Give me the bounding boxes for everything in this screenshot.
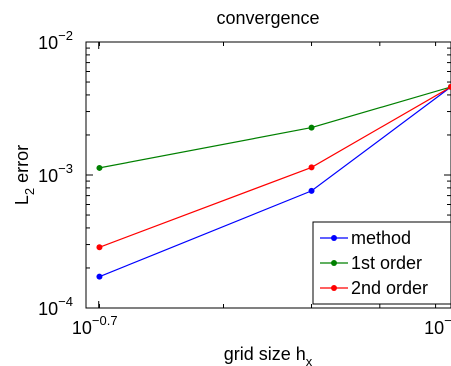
y-tick-labels: 10−210−310−4 <box>38 28 73 319</box>
data-point <box>96 244 103 251</box>
legend-marker <box>331 285 337 291</box>
x-tick-label-base: 10 <box>72 318 92 338</box>
y-tick-label-exponent: −2 <box>58 28 73 43</box>
y-axis-label-sub: 2 <box>22 188 37 195</box>
legend-marker <box>331 260 337 266</box>
x-tick-label-exponent: −0.2 <box>444 313 451 328</box>
y-tick-label-base: 10 <box>38 33 58 53</box>
y-axis-label-main: L <box>12 195 32 205</box>
legend: method 1st order 2nd order <box>312 221 451 305</box>
chart-title: convergence <box>216 8 319 28</box>
legend-label: 1st order <box>351 253 422 273</box>
x-tick-label: 10−0.7 <box>72 313 118 338</box>
x-tick-label: 10−0.2 <box>424 313 451 338</box>
y-tick-label-base: 10 <box>38 299 58 319</box>
x-tick-labels: 10−0.710−0.2 <box>72 313 451 338</box>
y-tick-label-exponent: −3 <box>58 161 73 176</box>
legend-label: method <box>351 228 411 248</box>
y-tick-label: 10−4 <box>38 294 73 319</box>
x-tick-label-exponent: −0.7 <box>92 313 118 328</box>
series-group <box>96 83 451 280</box>
data-point <box>308 124 315 131</box>
x-axis-label-sub: x <box>306 354 313 366</box>
legend-label: 2nd order <box>351 278 428 298</box>
y-axis-label: L2 error <box>12 145 37 205</box>
y-tick-label: 10−3 <box>38 161 73 186</box>
x-axis-label: grid size hx <box>224 344 313 366</box>
y-tick-label: 10−2 <box>38 28 73 53</box>
data-point <box>308 164 315 171</box>
y-tick-label-base: 10 <box>38 166 58 186</box>
y-tick-label-exponent: −4 <box>58 294 73 309</box>
legend-marker <box>331 235 337 241</box>
x-axis-label-main: grid size h <box>224 344 306 364</box>
x-tick-label-base: 10 <box>424 318 444 338</box>
data-point <box>96 164 103 171</box>
data-point <box>308 187 315 194</box>
data-point <box>96 273 103 280</box>
data-point <box>448 83 451 90</box>
y-axis-label-rest: error <box>12 145 32 188</box>
